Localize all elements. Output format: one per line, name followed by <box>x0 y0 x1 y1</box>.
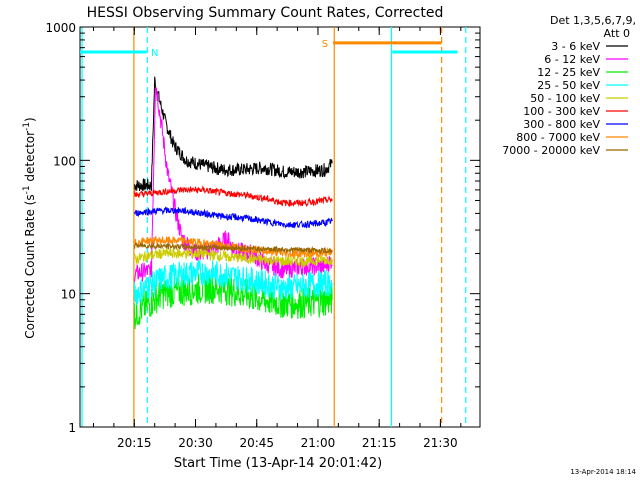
legend-label-5: 100 - 300 keV <box>523 105 600 118</box>
series-line-0 <box>133 76 333 192</box>
y-axis-label-sup1: -1 <box>22 185 32 194</box>
interval-bars: NS <box>80 39 458 59</box>
y-axis-label-end: ) <box>23 117 37 122</box>
series-line-4 <box>133 248 333 268</box>
x-tick-label-0: 20:15 <box>117 436 152 450</box>
y-axis-label: Corrected Count Rate (s-1 detector-1) <box>22 117 37 338</box>
x-tick-label-5: 21:30 <box>423 436 458 450</box>
y-tick-label-0: 1 <box>68 421 76 435</box>
axis-ticks: 20:15 20:30 20:45 21:00 21:15 21:30 1 10 100 1000 <box>45 21 480 450</box>
series-group <box>133 76 333 330</box>
x-axis-label: Start Time (13-Apr-14 20:01:42) <box>174 456 382 471</box>
y-axis-label-sup2: -1 <box>22 122 32 131</box>
y-axis-label-mid: detector <box>23 131 37 186</box>
legend-header-1: Det 1,3,5,6,7,9, <box>550 14 636 27</box>
legend-label-4: 50 - 100 keV <box>530 92 600 105</box>
plot-area: NS 20:15 20:30 20:45 21:00 21:15 21:301101001… <box>45 21 481 450</box>
y-axis-label-main: Corrected Count Rate (s <box>23 194 37 338</box>
series-line-7 <box>134 235 333 259</box>
chart-title: HESSI Observing Summary Count Rates, Cor… <box>87 5 444 21</box>
y-tick-label-2: 100 <box>53 154 76 168</box>
x-tick-label-3: 21:00 <box>301 436 336 450</box>
legend-label-1: 6 - 12 keV <box>544 53 600 66</box>
legend-label-7: 800 - 7000 keV <box>516 131 600 144</box>
legend-label-8: 7000 - 20000 keV <box>502 144 600 157</box>
legend-header-2: Att 0 <box>604 27 630 40</box>
series-line-3 <box>133 259 333 306</box>
series-line-8 <box>133 242 333 255</box>
x-tick-label-2: 20:45 <box>239 436 274 450</box>
plot-frame <box>79 26 481 428</box>
legend-label-0: 3 - 6 keV <box>551 40 600 53</box>
y-tick-label-3: 1000 <box>45 21 76 35</box>
x-tick-label-4: 21:15 <box>362 436 397 450</box>
y-tick-label-1: 10 <box>61 288 76 302</box>
series-line-5 <box>133 185 333 208</box>
x-tick-label-1: 20:30 <box>178 436 213 450</box>
legend-label-2: 12 - 25 keV <box>537 66 600 79</box>
series-line-6 <box>134 206 333 229</box>
legend-label-6: 300 - 800 keV <box>523 118 600 131</box>
legend-label-3: 25 - 50 keV <box>537 79 600 92</box>
interval-label-orange: S <box>322 39 328 50</box>
footer-timestamp: 13-Apr-2014 18:14 <box>570 468 636 476</box>
interval-lines <box>81 27 467 427</box>
interval-label-cyan: N <box>151 48 158 59</box>
